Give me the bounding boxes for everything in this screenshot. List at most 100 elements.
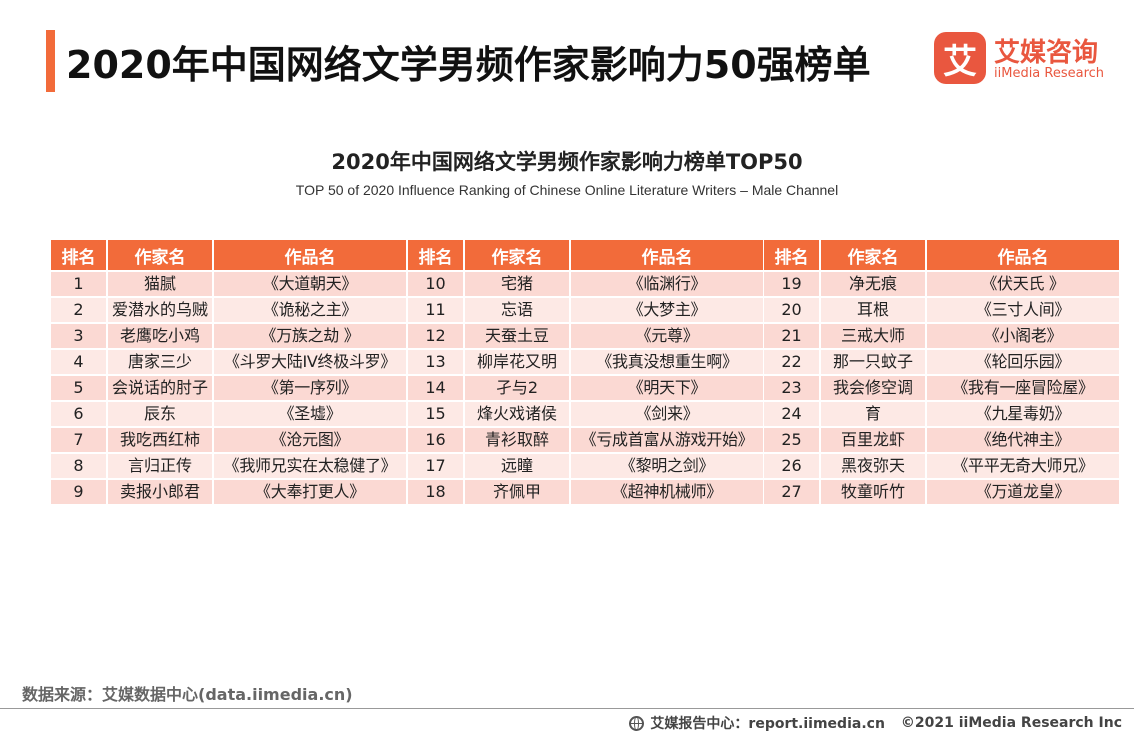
work-cell: 《三寸人间》: [927, 298, 1119, 322]
author-cell: 孑与2: [465, 376, 571, 400]
work-cell: 《轮回乐园》: [927, 350, 1119, 374]
author-cell: 烽火戏诸侯: [465, 402, 571, 426]
work-cell: 《第一序列》: [214, 376, 406, 400]
rank-cell: 1: [51, 272, 108, 296]
table-header-row: 排名 作家名 作品名: [764, 240, 1119, 270]
company-logo: 艾 艾媒咨询 iiMedia Research: [934, 32, 1124, 86]
rank-cell: 3: [51, 324, 108, 348]
rank-cell: 8: [51, 454, 108, 478]
author-cell: 宅猪: [465, 272, 571, 296]
table-row: 10 宅猪 《临渊行》: [408, 272, 763, 296]
footer-report-link[interactable]: 艾媒报告中心：report.iimedia.cn: [650, 716, 885, 732]
work-cell: 《大道朝天》: [214, 272, 406, 296]
ranking-table-2: 排名 作家名 作品名 10 宅猪 《临渊行》 11 忘语 《大梦主》 12 天蚕土豆 《元尊》 1…: [408, 238, 763, 506]
author-cell: 唐家三少: [108, 350, 214, 374]
rank-cell: 17: [408, 454, 465, 478]
header-author: 作家名: [821, 240, 927, 270]
work-cell: 《明天下》: [571, 376, 763, 400]
table-row: 9 卖报小郎君 《大奉打更人》: [51, 480, 406, 504]
ranking-table-3: 排名 作家名 作品名 19 净无痕 《伏天氏 》 20 耳根 《三寸人间》 21 三戒大师 《小…: [764, 238, 1119, 506]
work-cell: 《九星毒奶》: [927, 402, 1119, 426]
logo-name-en: iiMedia Research: [994, 66, 1105, 81]
author-cell: 我吃西红柿: [108, 428, 214, 452]
rank-cell: 9: [51, 480, 108, 504]
author-cell: 耳根: [821, 298, 927, 322]
rank-cell: 22: [764, 350, 821, 374]
table-row: 4 唐家三少 《斗罗大陆IV终极斗罗》: [51, 350, 406, 374]
author-cell: 远瞳: [465, 454, 571, 478]
author-cell: 黑夜弥天: [821, 454, 927, 478]
work-cell: 《大梦主》: [571, 298, 763, 322]
header-author: 作家名: [465, 240, 571, 270]
work-cell: 《伏天氏 》: [927, 272, 1119, 296]
work-cell: 《万道龙皇》: [927, 480, 1119, 504]
author-cell: 齐佩甲: [465, 480, 571, 504]
table-row: 15 烽火戏诸侯 《剑来》: [408, 402, 763, 426]
table-row: 17 远瞳 《黎明之剑》: [408, 454, 763, 478]
rank-cell: 4: [51, 350, 108, 374]
rank-cell: 2: [51, 298, 108, 322]
table-row: 7 我吃西红柿 《沧元图》: [51, 428, 406, 452]
work-cell: 《临渊行》: [571, 272, 763, 296]
globe-icon: [629, 715, 645, 731]
work-cell: 《平平无奇大师兄》: [927, 454, 1119, 478]
author-cell: 育: [821, 402, 927, 426]
author-cell: 青衫取醉: [465, 428, 571, 452]
author-cell: 爱潜水的乌贼: [108, 298, 214, 322]
rank-cell: 23: [764, 376, 821, 400]
rank-cell: 13: [408, 350, 465, 374]
header-work: 作品名: [927, 240, 1119, 270]
table-row: 26 黑夜弥天 《平平无奇大师兄》: [764, 454, 1119, 478]
table-row: 20 耳根 《三寸人间》: [764, 298, 1119, 322]
rank-cell: 15: [408, 402, 465, 426]
rank-cell: 24: [764, 402, 821, 426]
author-cell: 牧童听竹: [821, 480, 927, 504]
author-cell: 天蚕土豆: [465, 324, 571, 348]
table-row: 24 育《九星毒奶》: [764, 402, 1119, 426]
header-rank: 排名: [408, 240, 465, 270]
table-row: 1 猫腻 《大道朝天》: [51, 272, 406, 296]
footer: 艾媒报告中心：report.iimedia.cn ©2021 iiMedia R…: [629, 713, 1122, 733]
work-cell: 《圣墟》: [214, 402, 406, 426]
table-row: 14 孑与2 《明天下》: [408, 376, 763, 400]
table-row: 13 柳岸花又明 《我真没想重生啊》: [408, 350, 763, 374]
author-cell: 柳岸花又明: [465, 350, 571, 374]
rank-cell: 19: [764, 272, 821, 296]
table-row: 11 忘语 《大梦主》: [408, 298, 763, 322]
work-cell: 《我有一座冒险屋》: [927, 376, 1119, 400]
ranking-table-1: 排名 作家名 作品名 1 猫腻 《大道朝天》 2 爱潜水的乌贼 《诡秘之主》 3 老鹰吃小鸡《…: [51, 238, 406, 506]
table-row: 23 我会修空调 《我有一座冒险屋》: [764, 376, 1119, 400]
header-author: 作家名: [108, 240, 214, 270]
rank-cell: 11: [408, 298, 465, 322]
rank-cell: 14: [408, 376, 465, 400]
table-row: 3 老鹰吃小鸡 《万族之劫 》: [51, 324, 406, 348]
rank-cell: 27: [764, 480, 821, 504]
work-cell: 《我真没想重生啊》: [571, 350, 763, 374]
work-cell: 《小阁老》: [927, 324, 1119, 348]
author-cell: 三戒大师: [821, 324, 927, 348]
work-cell: 《沧元图》: [214, 428, 406, 452]
table-row: 25 百里龙虾 《绝代神主》: [764, 428, 1119, 452]
table-row: 8 言归正传 《我师兄实在太稳健了》: [51, 454, 406, 478]
table-row: 2 爱潜水的乌贼 《诡秘之主》: [51, 298, 406, 322]
work-cell: 《万族之劫 》: [214, 324, 406, 348]
header-rank: 排名: [764, 240, 821, 270]
table-row: 22 那一只蚊子 《轮回乐园》: [764, 350, 1119, 374]
author-cell: 辰东: [108, 402, 214, 426]
author-cell: 猫腻: [108, 272, 214, 296]
ranking-title: 2020年中国网络文学男频作家影响力榜单TOP50: [331, 150, 803, 174]
author-cell: 卖报小郎君: [108, 480, 214, 504]
author-cell: 百里龙虾: [821, 428, 927, 452]
ranking-subtitle: TOP 50 of 2020 Influence Ranking of Chin…: [295, 182, 839, 198]
author-cell: 老鹰吃小鸡: [108, 324, 214, 348]
header-work: 作品名: [214, 240, 406, 270]
rank-cell: 6: [51, 402, 108, 426]
table-row: 6 辰东 《圣墟》: [51, 402, 406, 426]
rank-cell: 12: [408, 324, 465, 348]
rank-cell: 20: [764, 298, 821, 322]
table-row: 5 会说话的肘子 《第一序列》: [51, 376, 406, 400]
author-cell: 忘语: [465, 298, 571, 322]
author-cell: 那一只蚊子: [821, 350, 927, 374]
page-title: 2020年中国网络文学男频作家影响力50强榜单: [66, 43, 871, 87]
work-cell: 《亏成首富从游戏开始》: [571, 428, 763, 452]
